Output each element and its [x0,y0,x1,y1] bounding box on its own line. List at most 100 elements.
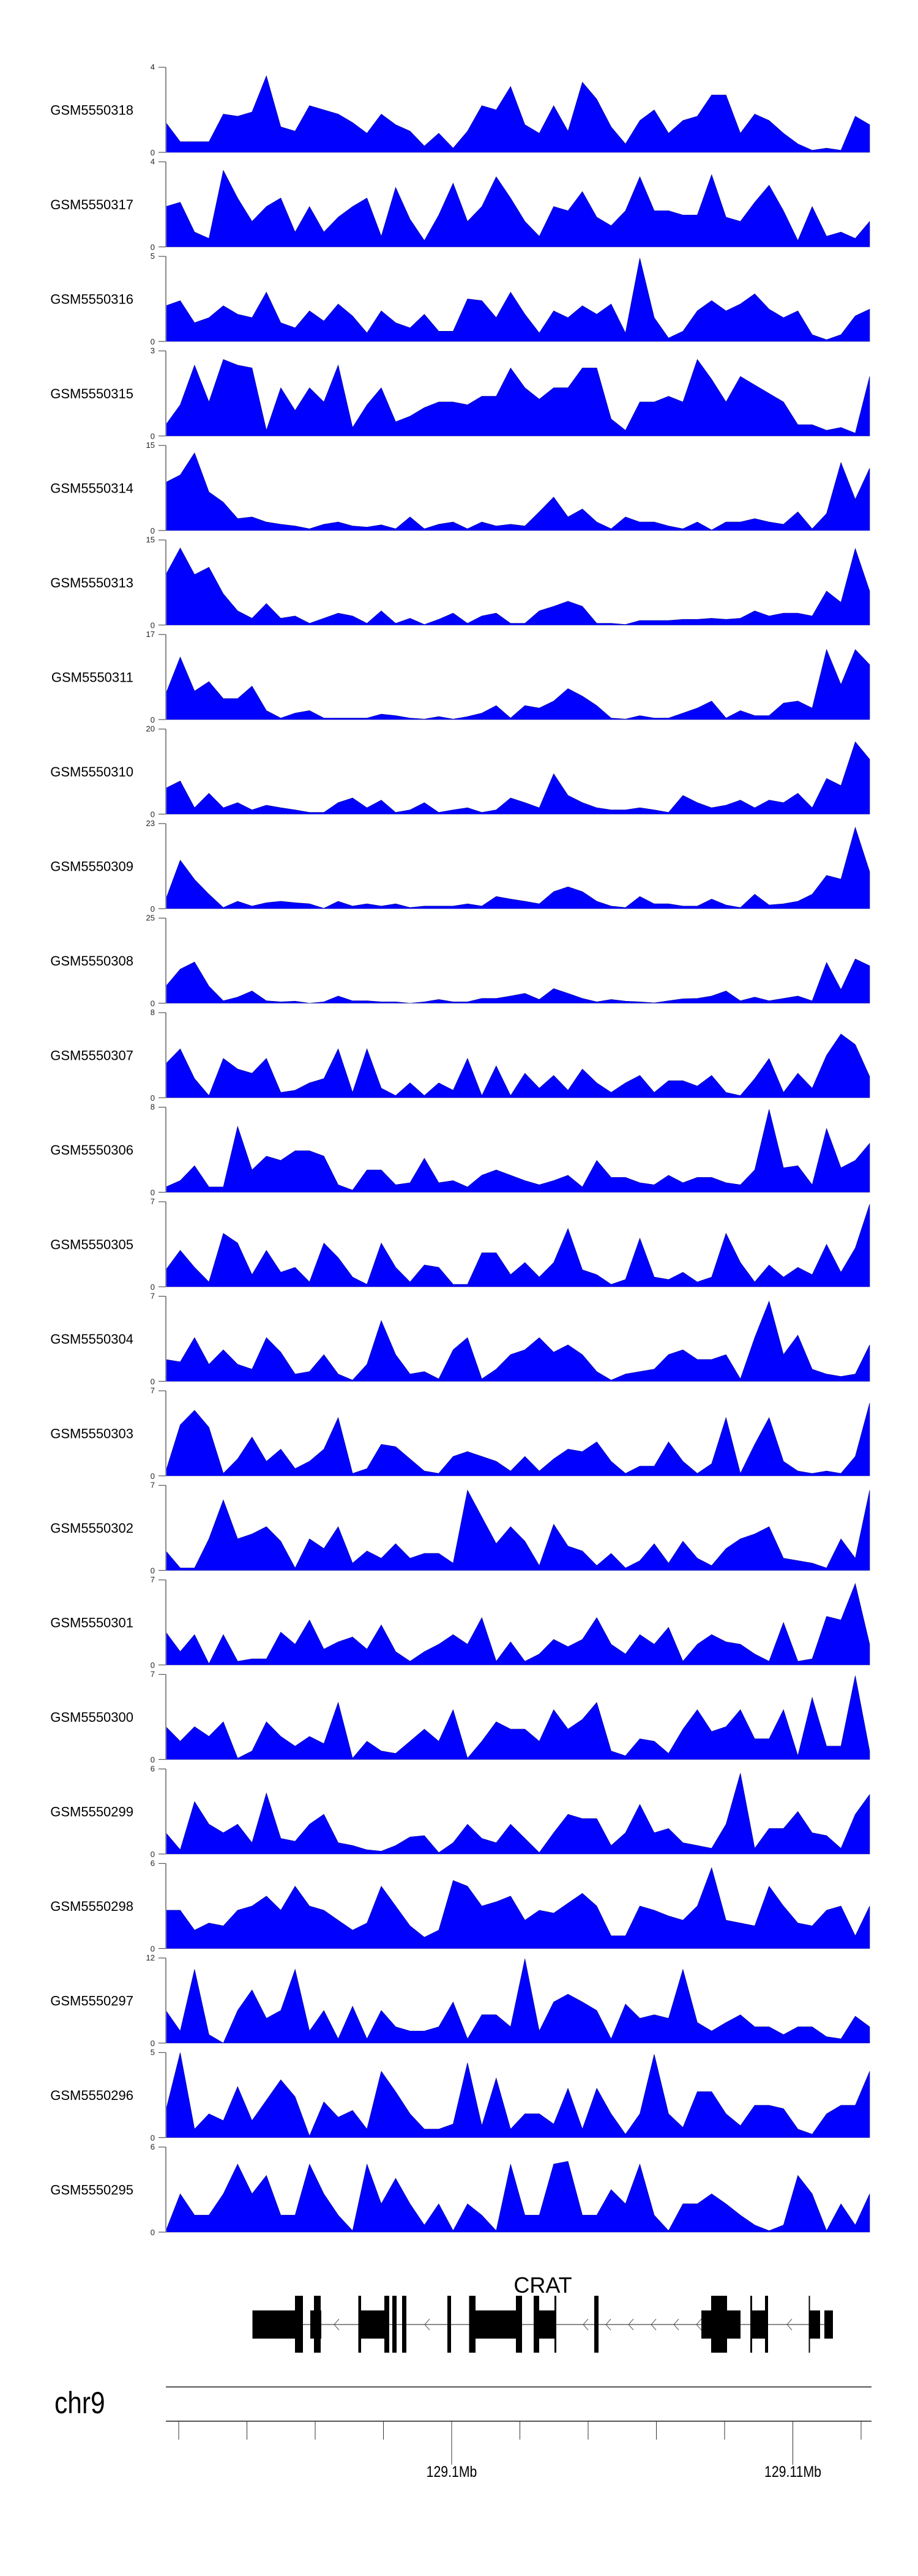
axis-tick-label: 129.11Mb [764,2463,821,2480]
axis-tick-label: 129.1Mb [427,2463,477,2480]
track-GSM5550307: GSM5550307 8 0 [50,1008,870,1103]
y-tick-label-min: 0 [151,337,155,346]
exon-coding [765,2296,768,2353]
exon-utr [469,2310,522,2339]
exon-coding [594,2296,599,2353]
y-tick-label-min: 0 [151,2134,155,2143]
data-tracks: GSM555031840GSM555031740GSM555031650GSM5… [50,62,870,2237]
track-label: GSM5550300 [50,1710,133,1725]
strand-arrow-icon [583,2318,589,2331]
track-label: GSM5550308 [50,953,133,969]
track-GSM5550299: GSM5550299 6 0 [50,1764,870,1859]
exon-coding [516,2296,522,2353]
y-tick-label-max: 4 [151,157,155,166]
y-tick-label-max: 20 [146,724,155,734]
exon-coding [469,2296,476,2353]
y-tick-label-min: 0 [151,526,155,535]
signal-area [165,1300,870,1382]
gene-label: CRAT [513,2273,572,2298]
y-tick-label-min: 0 [151,1566,155,1576]
exon-utr [252,2310,303,2339]
y-tick-label-max: 7 [151,1292,155,1301]
y-tick-label-max: 5 [151,2048,155,2057]
signal-area [165,1582,870,1666]
track-label: GSM5550318 [50,103,133,118]
exon-coding [384,2296,389,2353]
strand-arrow-icon [696,2318,702,2331]
track-GSM5550304: GSM5550304 7 0 [50,1292,870,1387]
track-label: GSM5550297 [50,1993,133,2009]
track-GSM5550306: GSM5550306 8 0 [50,1103,870,1197]
track-label: GSM5550313 [50,575,133,590]
y-tick-label-max: 7 [151,1481,155,1490]
y-tick-label-max: 17 [146,630,155,639]
track-GSM5550309: GSM5550309 23 0 [50,819,870,914]
y-tick-label-max: 6 [151,1859,155,1868]
exon-coding [711,2296,727,2353]
y-tick-label-max: 15 [146,441,155,450]
strand-arrow-icon [628,2318,634,2331]
y-tick-label-min: 0 [151,1945,155,1954]
track-GSM5550297: GSM5550297 12 0 [50,1953,870,2048]
exon-coding [295,2296,303,2353]
exon-coding [358,2296,361,2353]
strand-arrow-icon [786,2318,793,2331]
signal-area [165,1867,870,1949]
signal-area [165,1959,870,2044]
exon-coding [402,2296,406,2353]
track-label: GSM5550316 [50,292,133,307]
track-GSM5550302: GSM5550302 7 0 [50,1481,870,1576]
y-tick-label-max: 6 [151,2142,155,2151]
y-tick-label-max: 7 [151,1197,155,1206]
exon-coding [392,2296,397,2353]
exon-coding [314,2296,321,2353]
track-GSM5550295: GSM5550295 6 0 [50,2142,870,2237]
signal-area [165,1402,870,1476]
y-tick-label-min: 0 [151,1377,155,1387]
signal-area [165,1489,870,1571]
y-tick-label-max: 7 [151,1386,155,1395]
strand-arrow-icon [651,2318,657,2331]
exon-coding [447,2296,451,2353]
exon-coding [534,2296,539,2353]
y-tick-label-max: 25 [146,914,155,923]
track-GSM5550316: GSM5550316 5 0 [50,251,870,346]
track-label: GSM5550305 [50,1237,133,1253]
track-GSM5550311: GSM5550311 17 0 [51,630,870,724]
signal-area [165,1675,870,1760]
signal-area [165,1109,870,1193]
gene-model-track: CRAT [252,2273,833,2353]
chromosome-label: chr9 [54,2386,105,2420]
signal-area [165,1033,870,1098]
exon-coding [808,2296,810,2353]
y-tick-label-min: 0 [151,715,155,724]
track-label: GSM5550304 [50,1331,133,1347]
track-label: GSM5550311 [51,670,133,685]
y-tick-label-min: 0 [151,1472,155,1481]
signal-area [165,452,870,531]
track-GSM5550296: GSM5550296 5 0 [50,2048,870,2143]
y-tick-label-max: 3 [151,346,155,356]
y-tick-label-min: 0 [151,2228,155,2237]
track-label: GSM5550314 [50,481,133,496]
strand-arrow-icon [424,2318,430,2331]
signal-area [165,741,870,814]
signal-area [165,649,870,720]
signal-area [165,359,870,436]
genome-axis-track: chr9 129.1Mb 129.11Mb [54,2386,871,2480]
exon-utr [824,2310,833,2339]
y-tick-label-min: 0 [151,1093,155,1103]
track-GSM5550303: GSM5550303 7 0 [50,1386,870,1481]
signal-area [165,258,870,342]
y-tick-label-min: 0 [151,1188,155,1197]
track-label: GSM5550303 [50,1426,133,1442]
y-tick-label-min: 0 [151,1850,155,1859]
track-GSM5550308: GSM5550308 25 0 [50,914,870,1008]
track-label: GSM5550315 [50,386,133,401]
y-tick-label-max: 6 [151,1764,155,1773]
track-label: GSM5550296 [50,2088,133,2103]
signal-area [165,2161,870,2233]
y-tick-label-max: 15 [146,535,155,545]
y-tick-label-max: 8 [151,1008,155,1017]
